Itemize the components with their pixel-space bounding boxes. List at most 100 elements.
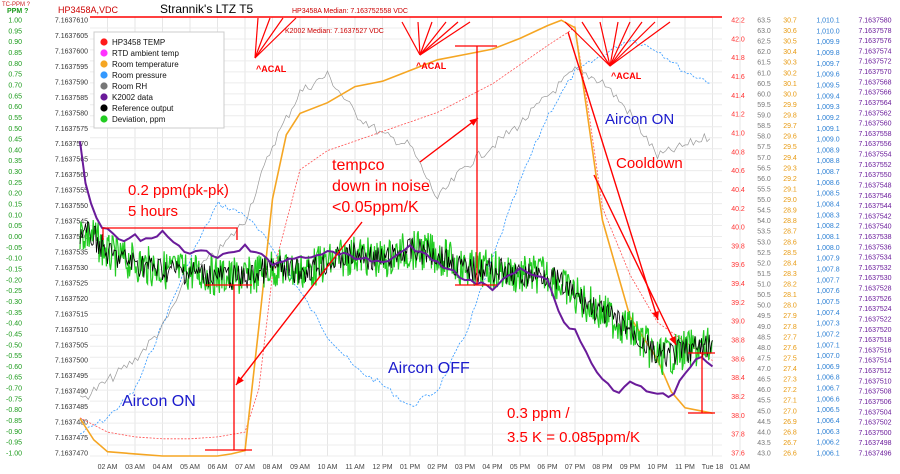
- cooldown-arrow-2-head: [669, 336, 676, 345]
- room-temp-axis-tick: 27.7: [783, 334, 797, 341]
- hp-temp-axis-tick: 39.4: [731, 281, 745, 288]
- k2002-axis-tick: 7.1637566: [858, 90, 891, 97]
- pressure-axis-tick: 1,007.2: [816, 331, 839, 338]
- x-tick-label: 05 AM: [180, 464, 200, 471]
- ppm-axis-tick: -0.60: [6, 364, 22, 371]
- rh-axis-tick: 63.5: [757, 18, 771, 25]
- room-temp-axis-tick: 28.4: [783, 260, 797, 267]
- room-temp-axis-tick: 27.6: [783, 345, 797, 352]
- legend-marker: [100, 38, 108, 46]
- pressure-axis-tick: 1,007.1: [816, 342, 839, 349]
- aircon-on-arrow-head: [236, 376, 244, 385]
- rh-axis-tick: 62.5: [757, 39, 771, 46]
- k2002-axis-tick: 7.1637560: [858, 121, 891, 128]
- rh-axis-tick: 61.5: [757, 60, 771, 67]
- rh-axis-tick: 58.0: [757, 134, 771, 141]
- hp-temp-axis-tick: 38.4: [731, 375, 745, 382]
- acal-pointer-line: [419, 21, 471, 56]
- rh-axis-tick: 53.0: [757, 239, 771, 246]
- vdc-axis-tick: 7.1637490: [55, 389, 88, 396]
- hp-temp-axis-tick: 39.0: [731, 319, 745, 326]
- rh-axis-tick: 60.5: [757, 81, 771, 88]
- rh-axis-tick: 55.5: [757, 186, 771, 193]
- room-temp-axis-tick: 29.7: [783, 123, 797, 130]
- rh-axis-tick: 46.0: [757, 387, 771, 394]
- legend-label: Room temperature: [112, 60, 179, 69]
- legend-label: HP3458 TEMP: [112, 38, 165, 47]
- pressure-axis-tick: 1,008.6: [816, 180, 839, 187]
- pressure-axis-tick: 1,009.8: [816, 50, 839, 57]
- rh-axis-tick: 52.5: [757, 250, 771, 257]
- hp-temp-axis-tick: 41.4: [731, 93, 745, 100]
- rh-axis-tick: 50.5: [757, 292, 771, 299]
- k2002-axis-tick: 7.1637526: [858, 296, 891, 303]
- room-temp-axis-tick: 26.7: [783, 440, 797, 447]
- vdc-axis-tick: 7.1637495: [55, 373, 88, 380]
- annotation-text: 3.5 K = 0.085ppm/K: [507, 429, 640, 446]
- rh-axis-tick: 53.5: [757, 229, 771, 236]
- ppm-axis-tick: 0.65: [8, 93, 22, 100]
- k2002-axis-tick: 7.1637554: [858, 152, 891, 159]
- acal-pointer-line: [609, 21, 656, 67]
- vdc-axis-tick: 7.1637540: [55, 234, 88, 241]
- k2002-axis-tick: 7.1637548: [858, 182, 891, 189]
- x-tick-label: 03 AM: [125, 464, 145, 471]
- rh-axis-tick: 51.0: [757, 282, 771, 289]
- room-temp-line: [79, 19, 713, 457]
- k2002-axis-tick: 7.1637516: [858, 347, 891, 354]
- hp-temp-axis-tick: 38.6: [731, 356, 745, 363]
- pressure-axis-tick: 1,009.2: [816, 115, 839, 122]
- x-tick-label: 05 PM: [510, 464, 530, 471]
- vdc-axis-tick: 7.1637535: [55, 249, 88, 256]
- ppm-axis-tick: 0.05: [8, 223, 22, 230]
- room-temp-axis-tick: 30.7: [783, 18, 797, 25]
- room-temp-axis-tick: 30.1: [783, 81, 797, 88]
- ppm-axis-tick: -1.00: [6, 451, 22, 458]
- acal-pointer-line: [254, 17, 259, 59]
- ppm-axis-tick: -0.10: [6, 256, 22, 263]
- k2002-axis-tick: 7.1637578: [858, 28, 891, 35]
- ppm-axis-tick: -0.75: [6, 396, 22, 403]
- vdc-axis-tick: 7.1637470: [55, 451, 88, 458]
- header-series-label: HP3458A,VDC: [58, 5, 119, 15]
- legend-label: K2002 data: [112, 93, 153, 102]
- cooldown-arrow: [567, 31, 659, 321]
- ppm-axis-tick: -0.55: [6, 353, 22, 360]
- pressure-axis-tick: 1,009.5: [816, 82, 839, 89]
- annotation-text: tempco: [332, 157, 385, 174]
- ppm-axis-tick: -0.45: [6, 331, 22, 338]
- legend-label: Reference output: [112, 104, 174, 113]
- pressure-axis-tick: 1,009.6: [816, 72, 839, 79]
- x-tick-label: 10 AM: [318, 464, 338, 471]
- rh-axis-tick: 44.5: [757, 419, 771, 426]
- vdc-axis-tick: 7.1637555: [55, 188, 88, 195]
- rh-axis-tick: 56.5: [757, 165, 771, 172]
- pressure-axis-tick: 1,008.0: [816, 245, 839, 252]
- k2002-axis-tick: 7.1637552: [858, 162, 891, 169]
- ppm-axis-tick: -0.90: [6, 429, 22, 436]
- room-temp-axis-tick: 30.6: [783, 28, 797, 35]
- tempco-arrow: [419, 117, 479, 163]
- hp-temp-line: [79, 25, 713, 440]
- k2002-axis-tick: 7.1637574: [858, 48, 891, 55]
- hp-temp-axis-tick: 40.4: [731, 187, 745, 194]
- rh-axis-tick: 50.0: [757, 303, 771, 310]
- ppm-axis-tick: -0.85: [6, 418, 22, 425]
- legend-marker: [100, 104, 108, 112]
- pressure-axis-tick: 1,006.5: [816, 407, 839, 414]
- ppm-axis-tick: 0.55: [8, 115, 22, 122]
- ppm-axis-tick: -0.15: [6, 266, 22, 273]
- acal-pointer-line: [564, 21, 611, 67]
- legend-box: [93, 31, 225, 129]
- x-tick-label: 07 PM: [565, 464, 585, 471]
- hp-temp-axis-tick: 39.2: [731, 300, 745, 307]
- acal-pointer-line: [401, 21, 421, 56]
- vdc-axis-tick: 7.1637565: [55, 157, 88, 164]
- aircon-on-arrow: [235, 221, 363, 386]
- legend-marker: [100, 82, 108, 90]
- room-temp-axis-tick: 28.6: [783, 239, 797, 246]
- pressure-axis-tick: 1,009.7: [816, 61, 839, 68]
- median-hp: HP3458A Median: 7.163752558 VDC: [292, 8, 408, 15]
- rh-axis-tick: 47.5: [757, 355, 771, 362]
- room-temp-axis-tick: 30.2: [783, 70, 797, 77]
